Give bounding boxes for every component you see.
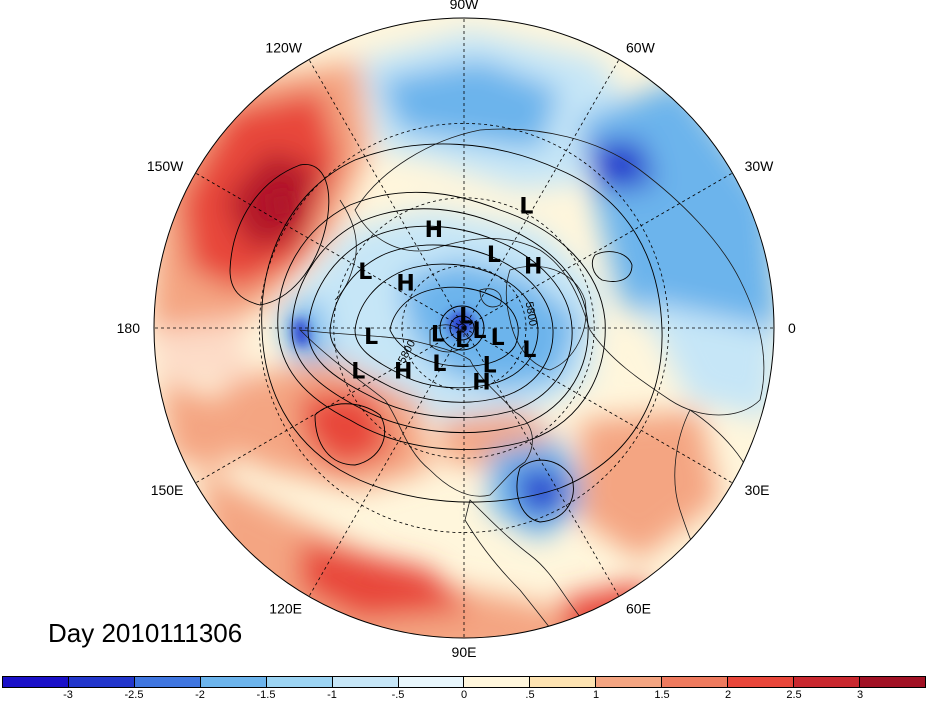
colorbar-bin <box>266 677 333 687</box>
longitude-label: 60E <box>626 601 651 617</box>
colorbar-labels: -3 -2.5 -2 -1.5 -1 -.5 0 .5 1 1.5 2 2.5 3 <box>2 689 926 702</box>
colorbar-bin <box>464 677 531 687</box>
high-pressure-marker: H <box>396 271 414 296</box>
low-pressure-marker: L <box>487 243 501 268</box>
colorbar-tick-label: -1.5 <box>256 689 276 701</box>
high-pressure-marker: H <box>425 218 443 243</box>
colorbar-tick-label: -3 <box>63 689 73 701</box>
colorbar-bin <box>662 677 729 687</box>
longitude-label: 0 <box>788 320 796 336</box>
colorbar-bin <box>398 677 465 687</box>
longitude-label: 180 <box>117 320 141 336</box>
low-pressure-marker: L <box>459 305 473 330</box>
high-pressure-marker: H <box>524 255 542 280</box>
colorbar-bin <box>596 677 663 687</box>
longitude-label: 30E <box>745 482 770 498</box>
colorbar-tick-label: 0 <box>460 689 468 701</box>
longitude-label: 90E <box>452 644 477 660</box>
height-contours <box>229 143 663 523</box>
colorbar-tick-label: -2 <box>195 689 205 701</box>
low-pressure-marker: L <box>519 195 533 220</box>
colorbar-bin <box>332 677 399 687</box>
low-pressure-marker: L <box>473 319 487 344</box>
colorbar-bin <box>728 677 795 687</box>
meridian-line <box>308 327 465 597</box>
longitude-labels: 90E 60E 30E 0 30W 60W 90W 120W 150W 180 150E 120E <box>117 0 796 660</box>
colorbar-bin <box>530 677 597 687</box>
colorbar-tick-label: -.5 <box>391 689 405 701</box>
graticule <box>154 18 774 638</box>
colorbar-bin <box>68 677 135 687</box>
colorbar-tick-label: 2.5 <box>786 689 802 701</box>
high-pressure-marker: H <box>472 371 490 396</box>
longitude-label: 30W <box>745 158 775 174</box>
meridian-line <box>463 327 620 597</box>
colorbar-tick-label: .5 <box>525 689 535 701</box>
low-pressure-marker: L <box>431 323 445 348</box>
colorbar-bin <box>134 677 201 687</box>
colorbar-tick-label: -2.5 <box>124 689 144 701</box>
longitude-label: 150W <box>147 158 184 174</box>
low-pressure-marker: L <box>522 338 536 363</box>
colorbar-tick-label: 1 <box>592 689 600 701</box>
low-pressure-marker: L <box>455 328 469 353</box>
colorbar-tick-label: 2 <box>724 689 732 701</box>
meridian-line <box>195 327 465 484</box>
low-pressure-marker: L <box>491 326 505 351</box>
low-pressure-marker: L <box>364 325 378 350</box>
high-pressure-marker: H <box>394 360 412 385</box>
low-pressure-marker: L <box>432 352 446 377</box>
day-label: Day 2010111306 <box>48 618 243 648</box>
colorbar-tick-label: 1.5 <box>654 689 670 701</box>
colorbar-bin <box>794 677 860 687</box>
colorbar-bin <box>3 677 69 687</box>
low-pressure-marker: L <box>351 360 365 385</box>
colorbar-bin <box>859 677 925 687</box>
longitude-label: 150E <box>151 482 184 498</box>
colorbar <box>2 676 926 688</box>
colorbar-tick-label: -1 <box>327 689 337 701</box>
longitude-label: 120E <box>269 601 302 617</box>
latitude-circle <box>333 197 595 459</box>
low-pressure-marker: L <box>483 354 497 379</box>
longitude-label: 90W <box>450 0 480 12</box>
contour-label: 5800 <box>523 301 539 327</box>
map-boundary <box>153 17 775 639</box>
colorbar-tick-label: 3 <box>856 689 864 701</box>
polar-stereographic-map: 90E 60E 30E 0 30W 60W 90W 120W 150W 180 150E 120E H… <box>117 0 796 660</box>
colorbar-bin <box>200 677 267 687</box>
longitude-label: 60W <box>626 39 656 55</box>
meridian-line <box>463 172 733 329</box>
meridian-line <box>463 327 733 484</box>
low-pressure-marker: L <box>358 260 372 285</box>
longitude-label: 120W <box>265 39 302 55</box>
meridian-line <box>463 59 620 329</box>
meridian-line <box>308 59 465 329</box>
meridian-line <box>195 172 465 329</box>
